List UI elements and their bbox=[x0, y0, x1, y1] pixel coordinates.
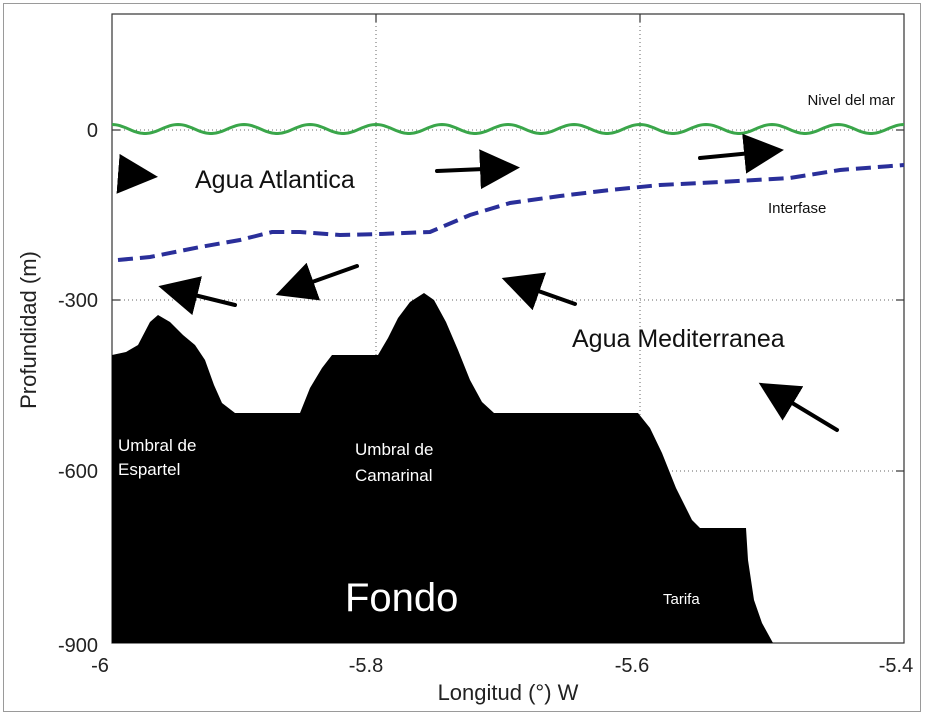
sea-surface-line bbox=[111, 122, 905, 135]
x-tick-label: -5.8 bbox=[349, 655, 383, 677]
espartel-sill-label: Espartel bbox=[118, 460, 180, 479]
mediterranean-water-label: Agua Mediterranea bbox=[572, 325, 785, 353]
x-tick-label: -5.6 bbox=[615, 655, 649, 677]
mediterranean-flow-arrow bbox=[158, 276, 237, 316]
interface-line bbox=[117, 163, 905, 262]
flow-arrows bbox=[116, 133, 839, 432]
y-tick-label: 0 bbox=[87, 120, 98, 142]
y-tick-label: -300 bbox=[58, 290, 98, 312]
figure-frame bbox=[3, 3, 921, 712]
x-tick-label: -6 bbox=[91, 655, 109, 677]
x-tick-label: -5.4 bbox=[879, 655, 913, 677]
atlantic-flow-arrow bbox=[435, 149, 520, 190]
mediterranean-flow-arrow bbox=[501, 272, 577, 311]
seabed-profile bbox=[112, 293, 773, 643]
y-tick-label: -900 bbox=[58, 635, 98, 657]
y-tick-label: -600 bbox=[58, 461, 98, 483]
mediterranean-flow-arrow bbox=[275, 262, 359, 301]
atlantic-flow-arrow bbox=[116, 153, 158, 194]
y-axis-label: Profundidad (m) bbox=[16, 251, 41, 409]
tarifa-label: Tarifa bbox=[663, 591, 700, 608]
atlantic-water-label: Agua Atlantica bbox=[195, 166, 355, 194]
seabed-label: Fondo bbox=[345, 576, 458, 620]
camarinal-sill-label: Camarinal bbox=[355, 466, 432, 485]
espartel-sill-label: Umbral de bbox=[118, 436, 196, 455]
mediterranean-flow-arrow bbox=[758, 382, 839, 432]
atlantic-flow-arrow bbox=[698, 133, 784, 174]
sea-level-label: Nivel del mar bbox=[807, 92, 895, 109]
x-axis-label: Longitud (°) W bbox=[438, 680, 579, 705]
camarinal-sill-label: Umbral de bbox=[355, 440, 433, 459]
interface-label: Interfase bbox=[768, 200, 826, 217]
